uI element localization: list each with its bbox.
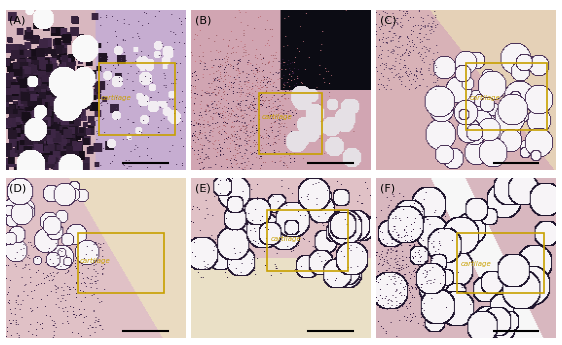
Text: (C): (C) — [380, 15, 397, 25]
Text: cartilage: cartilage — [270, 236, 301, 242]
Text: cartilage: cartilage — [461, 262, 492, 267]
Text: (B): (B) — [194, 15, 211, 25]
Text: cartilage: cartilage — [470, 95, 501, 101]
Text: (F): (F) — [380, 183, 395, 193]
Text: cartilage: cartilage — [79, 258, 110, 264]
Text: cartilage: cartilage — [261, 114, 292, 120]
Text: (D): (D) — [9, 183, 26, 193]
Text: cartilage: cartilage — [101, 95, 132, 101]
Text: (E): (E) — [194, 183, 210, 193]
Text: (A): (A) — [9, 15, 26, 25]
